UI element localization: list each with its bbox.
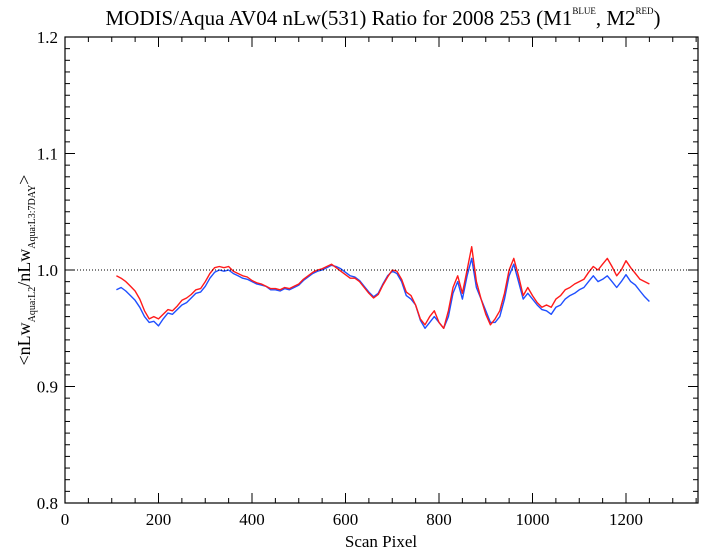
series-line-m2 xyxy=(116,245,650,329)
x-tick-label: 1000 xyxy=(516,510,550,529)
y-tick-label: 1.1 xyxy=(37,145,58,164)
x-axis-label: Scan Pixel xyxy=(345,532,418,551)
y-tick-label: 0.9 xyxy=(37,378,58,397)
ylabel-sub2: Aqua:L3:7DAY xyxy=(27,185,38,249)
y-tick-label: 1.2 xyxy=(37,28,58,47)
x-tick-label: 400 xyxy=(239,510,265,529)
title-end: ) xyxy=(654,6,661,30)
ylabel-close: > xyxy=(14,175,34,185)
ylabel-slash: /nLw xyxy=(14,249,34,287)
ylabel-sub1: Aqua:L2 xyxy=(27,287,38,323)
x-tick-label: 1200 xyxy=(609,510,643,529)
axes-layer: 0 200 400 600 800 1000 1200 0.8 0.9 1.0 1.1 1.2 xyxy=(37,28,699,529)
x-tick-label: 600 xyxy=(333,510,359,529)
plot-frame xyxy=(64,36,699,504)
x-tick-label: 200 xyxy=(146,510,172,529)
y-axis-label: <nLwAqua:L2/nLwAqua:L3:7DAY> xyxy=(14,175,38,366)
x-tick-label: 0 xyxy=(61,510,70,529)
title-mid: , M2 xyxy=(596,6,636,30)
y-tick-label: 0.8 xyxy=(37,494,58,513)
series-line-m1 xyxy=(116,257,650,329)
y-tick-label: 1.0 xyxy=(37,261,58,280)
x-tick-label: 800 xyxy=(426,510,452,529)
chart-title: MODIS/Aqua AV04 nLw(531) Ratio for 2008 … xyxy=(105,6,660,30)
title-sup-red: RED xyxy=(636,6,655,16)
title-sup-blue: BLUE xyxy=(572,6,596,16)
series-layer xyxy=(116,245,650,329)
title-main: MODIS/Aqua AV04 nLw(531) Ratio for 2008 … xyxy=(105,6,572,30)
ylabel-open: <nLw xyxy=(14,322,34,365)
